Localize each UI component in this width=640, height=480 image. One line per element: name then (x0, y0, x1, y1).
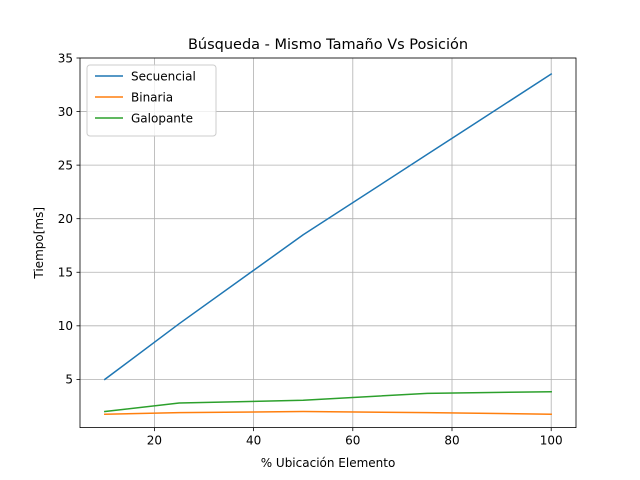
legend-label-binaria: Binaria (131, 90, 173, 104)
y-tick-label: 20 (58, 212, 73, 226)
x-tick-label: 100 (540, 434, 563, 448)
y-tick-label: 35 (58, 51, 73, 65)
legend-label-galopante: Galopante (131, 111, 193, 125)
x-tick-label: 80 (444, 434, 459, 448)
y-tick-label: 30 (58, 105, 73, 119)
chart-title: Búsqueda - Mismo Tamaño Vs Posición (188, 37, 468, 53)
y-tick-label: 5 (65, 373, 73, 387)
y-tick-label: 15 (58, 266, 73, 280)
plot-frame (79, 57, 577, 429)
series-lines (103, 73, 553, 415)
x-axis-label: % Ubicación Elemento (261, 456, 396, 470)
y-axis-label: Tiempo[ms] (32, 207, 46, 280)
legend: Secuencial Binaria Galopante (86, 64, 217, 137)
ticks: 20 40 60 80 100 5 10 15 20 25 30 35 (58, 51, 563, 447)
y-tick-label: 25 (58, 158, 73, 172)
y-tick-label: 10 (58, 319, 73, 333)
x-tick-label: 40 (246, 434, 261, 448)
x-tick-label: 20 (147, 434, 162, 448)
x-tick-label: 60 (345, 434, 360, 448)
legend-label-secuencial: Secuencial (131, 69, 196, 83)
